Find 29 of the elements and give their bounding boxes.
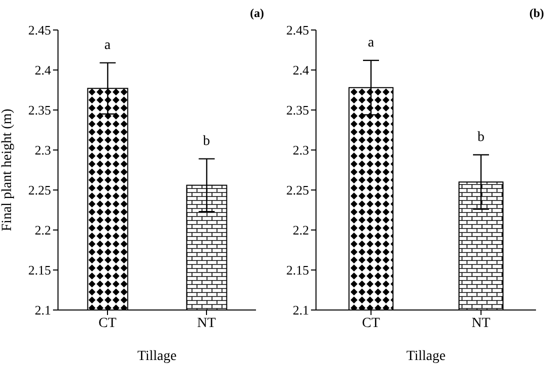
- y-tick-label: 2.15: [286, 262, 309, 278]
- x-tick-label: NT: [197, 316, 216, 331]
- y-tick-label: 2.45: [28, 22, 51, 38]
- y-tick-label: 2.35: [286, 102, 309, 118]
- y-tick-label: 2.4: [34, 62, 52, 78]
- y-tick-label: 2.3: [292, 142, 309, 158]
- y-tick-label: 2.1: [34, 302, 51, 318]
- y-tick-label: 2.1: [292, 302, 309, 318]
- x-axis-title: Tillage: [137, 349, 177, 364]
- y-tick-label: 2.3: [34, 142, 51, 158]
- y-tick-label: 2.2: [34, 222, 51, 238]
- x-tick-label: CT: [98, 316, 117, 331]
- y-tick-label: 2.25: [28, 182, 51, 198]
- x-axis-title: Tillage: [406, 349, 446, 364]
- y-tick-label: 2.4: [292, 62, 310, 78]
- x-tick-label: CT: [362, 316, 380, 331]
- y-tick-label: 2.2: [292, 222, 309, 238]
- annotation: a: [368, 35, 375, 50]
- y-tick-label: 2.35: [28, 102, 51, 118]
- annotation: a: [104, 38, 112, 53]
- chart-title: (a): [250, 6, 264, 21]
- y-tick-label: 2.15: [28, 262, 51, 278]
- annotation: b: [478, 130, 484, 145]
- y-axis-title: Final plant height (m): [0, 108, 15, 232]
- x-tick-label: NT: [472, 316, 491, 331]
- annotation: b: [203, 134, 210, 149]
- y-tick-label: 2.45: [286, 22, 309, 38]
- chart-title: (b): [529, 6, 544, 21]
- y-tick-label: 2.25: [286, 182, 309, 198]
